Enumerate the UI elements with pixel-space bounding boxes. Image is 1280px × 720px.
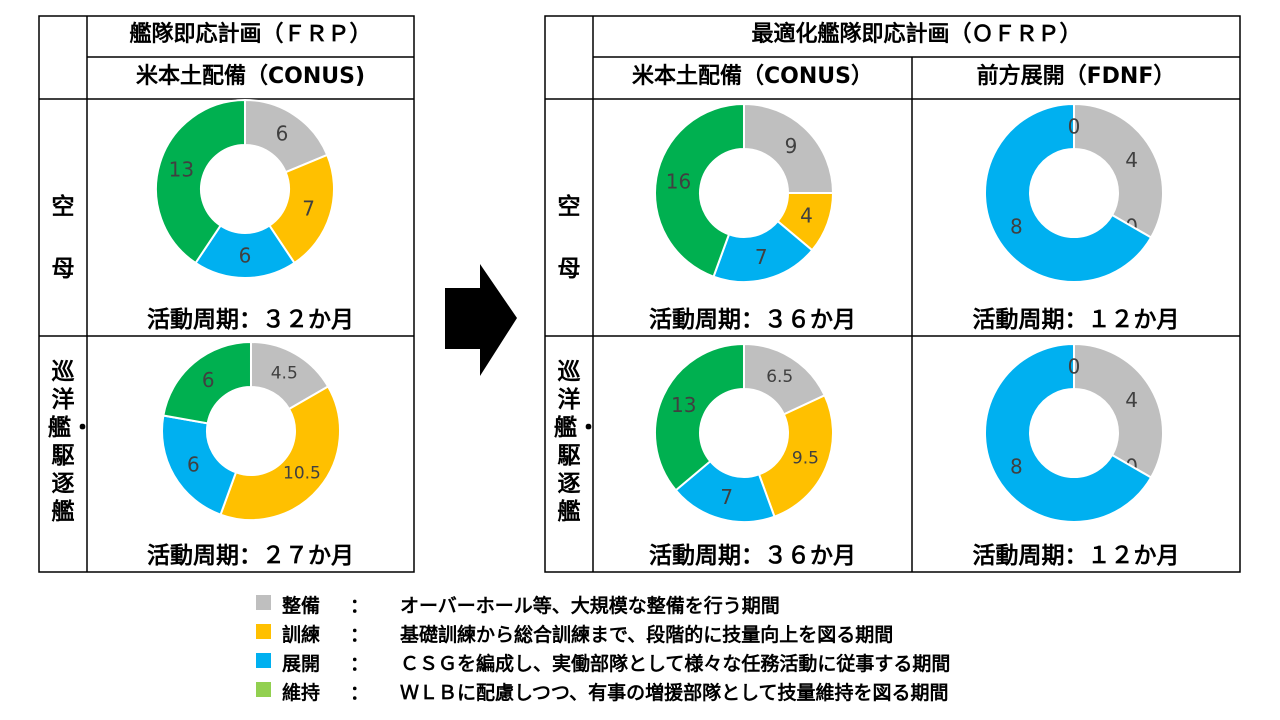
data-label-sustainment: 16 bbox=[666, 169, 691, 193]
legend-name: 展開 bbox=[282, 653, 321, 675]
donut-slice-deployment bbox=[984, 342, 1153, 523]
donut-slice-maintenance bbox=[1073, 102, 1164, 239]
frp-title: 艦隊即応計画（ＦＲＰ） bbox=[129, 22, 372, 47]
legend-sep: ： bbox=[350, 595, 370, 617]
data-label-maintenance: 4 bbox=[1125, 148, 1138, 172]
donut-slice-sustainment bbox=[653, 102, 745, 278]
donut-slice-training bbox=[268, 153, 335, 265]
data-label-maintenance: 6 bbox=[276, 122, 289, 146]
caption-ofrp-fdnf-carrier: 活動周期：１２か月 bbox=[972, 307, 1180, 333]
ofrp-title: 最適化艦隊即応計画（ＯＦＲＰ） bbox=[751, 22, 1082, 47]
data-label-sustainment: 13 bbox=[671, 393, 696, 417]
legend-sep: ： bbox=[350, 653, 370, 675]
data-label-training: 4 bbox=[800, 204, 813, 228]
legend-desc: 基礎訓練から総合訓練まで、段階的に技量向上を図る期間 bbox=[400, 624, 894, 646]
caption-frp-cruiser: 活動周期：２７か月 bbox=[147, 543, 354, 569]
caption-ofrp-conus-cruiser: 活動周期：３６か月 bbox=[649, 543, 856, 569]
caption-ofrp-conus-carrier: 活動周期：３６か月 bbox=[649, 307, 856, 333]
data-label-deployment: 8 bbox=[1010, 214, 1023, 238]
donut-slice-maintenance bbox=[1073, 342, 1164, 479]
frp-row-label-carrier: 空母 bbox=[51, 194, 75, 283]
donut-slice-deployment bbox=[984, 102, 1153, 283]
data-label-deployment: 6 bbox=[187, 452, 200, 476]
ofrp-fdnf-header: 前方展開（FDNF） bbox=[976, 64, 1176, 89]
legend-name: 維持 bbox=[282, 682, 321, 704]
legend-desc: オーバーホール等、大規模な整備を行う期間 bbox=[400, 595, 780, 617]
donut-slice-sustainment bbox=[155, 98, 246, 265]
data-label-maintenance: 4 bbox=[1125, 388, 1138, 412]
data-label-training: 7 bbox=[302, 196, 315, 220]
caption-frp-carrier: 活動周期：３２か月 bbox=[147, 307, 354, 333]
data-label-sustainment: 0 bbox=[1068, 115, 1081, 139]
data-label-maintenance: 6.5 bbox=[766, 367, 793, 387]
legend-name: 整備 bbox=[282, 595, 321, 617]
data-label-training: 9.5 bbox=[792, 448, 819, 468]
legend-desc: ＣＳＧを編成し、実働部隊として様々な任務活動に従事する期間 bbox=[400, 653, 951, 675]
data-label-training: 10.5 bbox=[283, 464, 321, 484]
data-label-sustainment: 0 bbox=[1068, 355, 1081, 379]
ofrp-conus-header: 米本土配備（CONUS） bbox=[632, 64, 873, 89]
data-label-deployment: 7 bbox=[720, 485, 733, 509]
legend-desc: ＷＬＢに配慮しつつ、有事の増援部隊として技量維持を図る期間 bbox=[400, 682, 949, 704]
data-label-deployment: 6 bbox=[239, 244, 252, 268]
frp-conus-header: 米本土配備（CONUS) bbox=[135, 64, 366, 89]
legend-swatch-maintenance bbox=[256, 595, 271, 610]
donut-slice-maintenance bbox=[743, 102, 835, 194]
legend-swatch-training bbox=[256, 624, 271, 639]
donut-slice-training bbox=[757, 394, 834, 518]
donut-slice-sustainment bbox=[162, 340, 252, 425]
donut-slice-sustainment bbox=[654, 342, 745, 492]
legend-swatch-sustainment bbox=[256, 682, 271, 697]
legend-swatch-deployment bbox=[256, 653, 271, 668]
data-label-sustainment: 6 bbox=[202, 368, 215, 392]
data-label-maintenance: 4.5 bbox=[271, 363, 298, 383]
data-label-deployment: 8 bbox=[1010, 454, 1023, 478]
legend-sep: ： bbox=[350, 624, 370, 646]
data-label-sustainment: 13 bbox=[169, 158, 194, 182]
caption-ofrp-fdnf-cruiser: 活動周期：１２か月 bbox=[972, 543, 1180, 569]
data-label-deployment: 7 bbox=[755, 245, 768, 269]
ofrp-row-label-carrier: 空母 bbox=[557, 194, 581, 283]
legend-sep: ： bbox=[350, 682, 370, 704]
legend-name: 訓練 bbox=[282, 624, 321, 646]
donut-slice-training bbox=[219, 385, 341, 521]
data-label-maintenance: 9 bbox=[785, 134, 798, 158]
